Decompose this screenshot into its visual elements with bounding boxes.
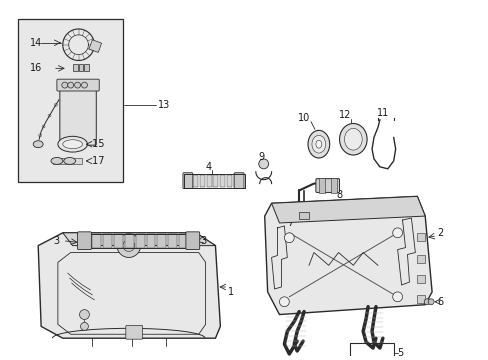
FancyBboxPatch shape xyxy=(60,89,96,145)
Circle shape xyxy=(392,292,402,302)
Circle shape xyxy=(81,323,88,330)
Bar xyxy=(124,234,133,248)
Ellipse shape xyxy=(63,157,76,165)
Text: 1: 1 xyxy=(228,287,234,297)
Bar xyxy=(227,175,232,186)
Circle shape xyxy=(117,234,141,257)
FancyBboxPatch shape xyxy=(78,232,91,249)
Bar xyxy=(135,234,144,248)
Bar xyxy=(192,175,197,186)
FancyBboxPatch shape xyxy=(183,173,192,189)
Ellipse shape xyxy=(33,141,43,148)
Text: 3: 3 xyxy=(53,236,59,246)
Bar xyxy=(416,275,425,283)
Bar xyxy=(19,19,122,181)
FancyBboxPatch shape xyxy=(185,232,199,249)
Circle shape xyxy=(61,82,67,88)
Bar xyxy=(79,64,83,71)
Bar xyxy=(183,174,244,188)
Bar xyxy=(318,178,324,193)
Ellipse shape xyxy=(315,140,321,148)
Bar xyxy=(146,234,155,248)
Text: 16: 16 xyxy=(30,63,42,73)
Circle shape xyxy=(279,297,289,307)
Text: 15: 15 xyxy=(89,139,105,149)
Text: 3: 3 xyxy=(197,236,206,246)
Bar xyxy=(416,256,425,264)
Text: 2: 2 xyxy=(436,228,443,238)
Text: 7: 7 xyxy=(287,218,293,228)
Text: 5: 5 xyxy=(397,348,403,358)
Text: 11: 11 xyxy=(376,108,388,118)
Circle shape xyxy=(284,233,294,243)
Circle shape xyxy=(258,159,268,169)
Circle shape xyxy=(424,299,429,305)
Circle shape xyxy=(67,82,74,88)
Bar xyxy=(114,234,122,248)
Bar xyxy=(349,343,393,360)
Text: 12: 12 xyxy=(339,110,351,120)
Bar xyxy=(103,234,112,248)
Bar xyxy=(213,175,218,186)
Text: 10: 10 xyxy=(297,113,309,123)
Polygon shape xyxy=(38,233,220,338)
FancyBboxPatch shape xyxy=(57,79,99,91)
FancyBboxPatch shape xyxy=(125,325,142,339)
Bar xyxy=(299,212,308,219)
Bar xyxy=(416,295,425,303)
Polygon shape xyxy=(271,197,425,223)
Circle shape xyxy=(427,299,433,305)
Ellipse shape xyxy=(339,123,366,155)
Bar xyxy=(157,234,166,248)
Text: 14: 14 xyxy=(30,38,42,48)
Bar xyxy=(234,175,239,186)
Ellipse shape xyxy=(62,140,82,149)
Text: 9: 9 xyxy=(258,152,264,162)
FancyBboxPatch shape xyxy=(315,179,339,193)
Ellipse shape xyxy=(307,130,329,158)
Ellipse shape xyxy=(344,129,362,150)
Bar xyxy=(92,234,101,248)
Bar xyxy=(179,234,187,248)
Bar xyxy=(73,64,78,71)
Bar xyxy=(84,64,89,71)
FancyBboxPatch shape xyxy=(234,173,244,189)
Polygon shape xyxy=(62,233,215,246)
Text: 4: 4 xyxy=(205,162,211,172)
Bar xyxy=(206,175,211,186)
Circle shape xyxy=(75,82,81,88)
Bar xyxy=(220,175,225,186)
Circle shape xyxy=(392,228,402,238)
Circle shape xyxy=(81,82,87,88)
Bar xyxy=(89,40,102,53)
Text: 8: 8 xyxy=(336,190,342,201)
Text: 13: 13 xyxy=(158,100,170,110)
Bar xyxy=(53,158,82,164)
Text: 6: 6 xyxy=(436,297,442,307)
Ellipse shape xyxy=(58,136,87,152)
Bar xyxy=(90,234,188,248)
Ellipse shape xyxy=(51,157,62,165)
Bar xyxy=(199,175,204,186)
Bar xyxy=(330,178,336,193)
Polygon shape xyxy=(264,197,431,315)
Ellipse shape xyxy=(311,135,325,153)
Bar xyxy=(185,175,190,186)
Text: 17: 17 xyxy=(89,156,105,166)
Bar xyxy=(168,234,177,248)
Circle shape xyxy=(80,310,89,319)
Bar xyxy=(416,233,425,241)
Circle shape xyxy=(122,240,134,252)
